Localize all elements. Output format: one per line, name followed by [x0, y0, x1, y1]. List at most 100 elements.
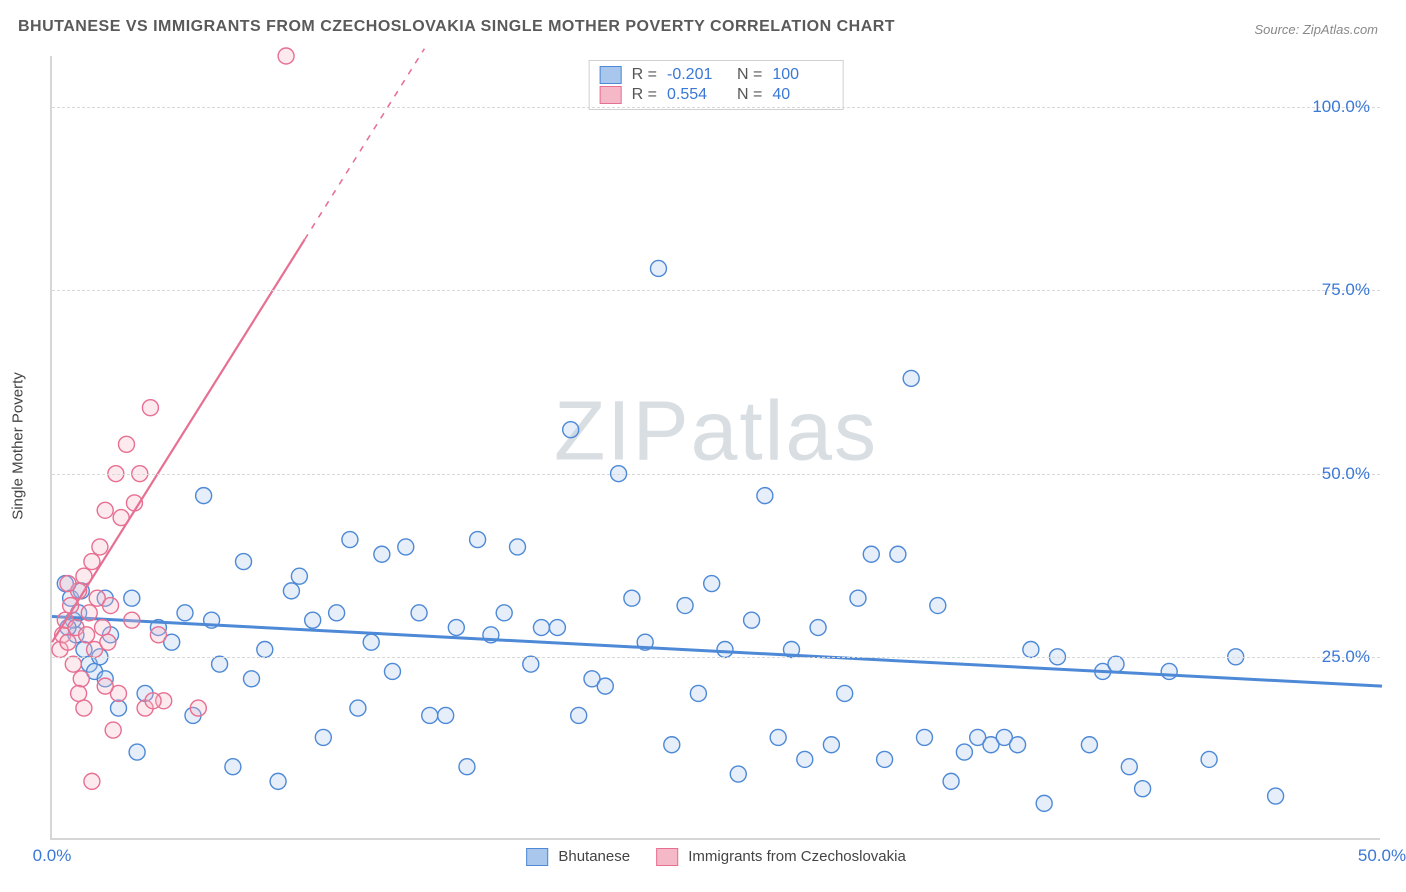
data-point [81, 605, 97, 621]
data-point [837, 685, 853, 701]
data-point [770, 729, 786, 745]
data-point [1108, 656, 1124, 672]
data-point [84, 554, 100, 570]
data-point [363, 634, 379, 650]
data-point [342, 532, 358, 548]
data-point [177, 605, 193, 621]
y-tick-label: 25.0% [1322, 647, 1370, 667]
data-point [496, 605, 512, 621]
data-point [79, 627, 95, 643]
stats-row-2: R = 0.554 N = 40 [600, 85, 833, 105]
data-point [76, 700, 92, 716]
data-point [810, 620, 826, 636]
chart-svg [52, 56, 1380, 838]
data-point [278, 48, 294, 64]
data-point [350, 700, 366, 716]
data-point [744, 612, 760, 628]
data-point [757, 488, 773, 504]
data-point [916, 729, 932, 745]
data-point [73, 671, 89, 687]
data-point [124, 612, 140, 628]
data-point [305, 612, 321, 628]
trend-line [52, 239, 305, 642]
data-point [863, 546, 879, 562]
gridline [52, 290, 1380, 291]
data-point [374, 546, 390, 562]
data-point [459, 759, 475, 775]
data-point [329, 605, 345, 621]
data-point [145, 693, 161, 709]
data-point [664, 737, 680, 753]
data-point [850, 590, 866, 606]
data-point [1135, 781, 1151, 797]
legend-swatch-1 [526, 848, 548, 866]
data-point [270, 773, 286, 789]
data-point [717, 641, 733, 657]
data-point [212, 656, 228, 672]
legend-label-2: Immigrants from Czechoslovakia [688, 848, 906, 865]
y-tick-label: 75.0% [1322, 280, 1370, 300]
legend-item-2: Immigrants from Czechoslovakia [656, 848, 906, 866]
trend-line-dashed [305, 49, 425, 240]
data-point [92, 539, 108, 555]
data-point [124, 590, 140, 606]
data-point [523, 656, 539, 672]
stats-n-value-1: 100 [772, 66, 832, 84]
data-point [624, 590, 640, 606]
gridline [52, 107, 1380, 108]
data-point [97, 678, 113, 694]
chart-title: BHUTANESE VS IMMIGRANTS FROM CZECHOSLOVA… [18, 18, 895, 36]
data-point [438, 707, 454, 723]
data-point [597, 678, 613, 694]
stats-r-value-1: -0.201 [667, 66, 727, 84]
data-point [84, 773, 100, 789]
data-point [103, 598, 119, 614]
data-point [65, 656, 81, 672]
legend-label-1: Bhutanese [558, 848, 630, 865]
data-point [71, 685, 87, 701]
data-point [448, 620, 464, 636]
data-point [549, 620, 565, 636]
data-point [1036, 795, 1052, 811]
data-point [105, 722, 121, 738]
data-point [60, 634, 76, 650]
bottom-legend: Bhutanese Immigrants from Czechoslovakia [526, 848, 906, 866]
data-point [1201, 751, 1217, 767]
data-point [150, 627, 166, 643]
data-point [823, 737, 839, 753]
stats-r-label: R = [632, 66, 657, 84]
stats-r-value-2: 0.554 [667, 86, 727, 104]
data-point [422, 707, 438, 723]
legend-item-1: Bhutanese [526, 848, 630, 866]
data-point [398, 539, 414, 555]
data-point [411, 605, 427, 621]
data-point [60, 576, 76, 592]
data-point [244, 671, 260, 687]
data-point [930, 598, 946, 614]
stats-n-label: N = [737, 66, 762, 84]
data-point [650, 260, 666, 276]
data-point [690, 685, 706, 701]
data-point [1161, 663, 1177, 679]
y-axis-title: Single Mother Poverty [10, 372, 27, 520]
data-point [877, 751, 893, 767]
data-point [384, 663, 400, 679]
source-attribution: Source: ZipAtlas.com [1254, 22, 1378, 37]
stats-r-label: R = [632, 86, 657, 104]
data-point [291, 568, 307, 584]
stats-box: R = -0.201 N = 100 R = 0.554 N = 40 [589, 60, 844, 110]
stats-swatch-1 [600, 66, 622, 84]
legend-swatch-2 [656, 848, 678, 866]
data-point [797, 751, 813, 767]
gridline [52, 657, 1380, 658]
data-point [1268, 788, 1284, 804]
data-point [704, 576, 720, 592]
data-point [257, 641, 273, 657]
stats-swatch-2 [600, 86, 622, 104]
data-point [100, 634, 116, 650]
data-point [943, 773, 959, 789]
data-point [533, 620, 549, 636]
stats-row-1: R = -0.201 N = 100 [600, 65, 833, 85]
data-point [563, 422, 579, 438]
data-point [510, 539, 526, 555]
